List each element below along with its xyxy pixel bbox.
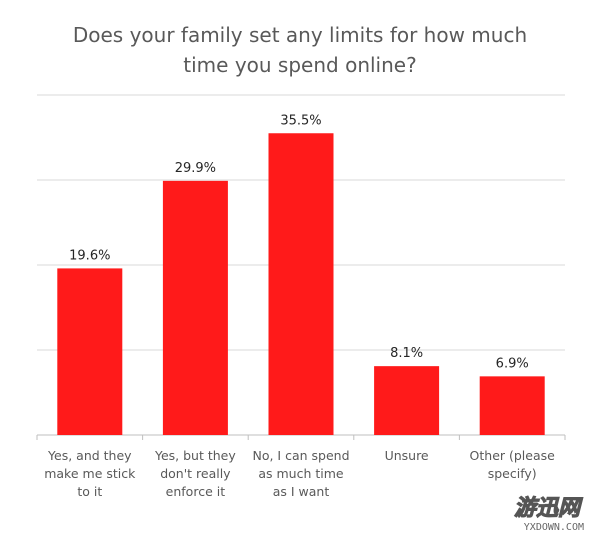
data-label: 29.9% bbox=[175, 161, 216, 176]
chart-title-line-2: time you spend online? bbox=[183, 53, 416, 77]
bars bbox=[57, 133, 545, 435]
x-tick-label: Other (please specify) bbox=[470, 448, 556, 481]
x-axis-tick-labels: Yes, and they make me stick to it Yes, but … bbox=[44, 448, 555, 499]
bar bbox=[268, 133, 334, 435]
data-label: 6.9% bbox=[496, 356, 529, 371]
data-label: 35.5% bbox=[280, 113, 321, 128]
x-tick-label: Yes, but they don't really enforce it bbox=[154, 448, 236, 499]
bar bbox=[479, 376, 545, 435]
x-tick-label: Unsure bbox=[385, 448, 429, 463]
bar bbox=[374, 366, 440, 435]
watermark-logo: 游迅网 YXDOWN.COM bbox=[513, 496, 584, 534]
chart-title-line-1: Does your family set any limits for how … bbox=[73, 23, 527, 47]
watermark-logo-text: 游迅网 bbox=[514, 496, 583, 521]
data-labels: 19.6% 29.9% 35.5% 8.1% 6.9% bbox=[69, 113, 529, 371]
x-tick-label: No, I can spend as much time as I want bbox=[252, 448, 349, 499]
bar bbox=[162, 180, 228, 435]
watermark-url-text: YXDOWN.COM bbox=[524, 522, 584, 533]
chart-title: Does your family set any limits for how … bbox=[73, 23, 527, 77]
x-tick-label: Yes, and they make me stick to it bbox=[44, 448, 136, 499]
data-label: 8.1% bbox=[390, 346, 423, 361]
data-label: 19.6% bbox=[69, 248, 110, 263]
bar bbox=[57, 268, 123, 435]
